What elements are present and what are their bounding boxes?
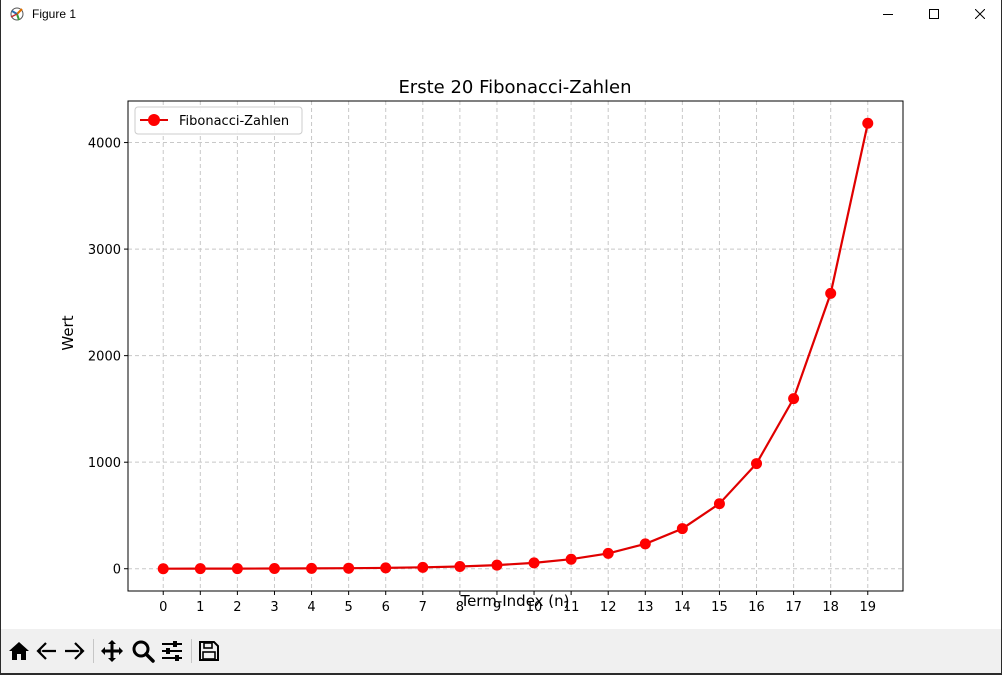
x-tick-label: 11	[563, 600, 580, 615]
x-tick-label: 1	[196, 600, 204, 615]
data-point	[491, 559, 503, 571]
close-button[interactable]	[957, 0, 1002, 28]
data-point	[157, 563, 169, 575]
configure-subplots-button[interactable]	[158, 637, 186, 665]
y-tick-label: 0	[113, 563, 121, 578]
maximize-button[interactable]	[911, 0, 957, 28]
maximize-icon	[929, 9, 939, 19]
home-icon	[9, 642, 29, 660]
x-tick-label: 13	[637, 600, 654, 615]
x-tick-label: 0	[159, 600, 167, 615]
x-tick-label: 17	[785, 600, 802, 615]
legend-marker-swatch	[148, 114, 160, 126]
x-tick-label: 4	[307, 600, 315, 615]
minimize-button[interactable]	[865, 0, 911, 28]
x-tick-label: 18	[822, 600, 839, 615]
zoom-button[interactable]	[129, 637, 157, 665]
back-button[interactable]	[33, 637, 61, 665]
x-tick-label: 15	[711, 600, 728, 615]
y-tick-label: 1000	[88, 456, 121, 471]
matplotlib-app-icon	[10, 7, 24, 21]
arrow-left-icon	[36, 642, 56, 660]
x-tick-label: 5	[344, 600, 352, 615]
data-point	[862, 117, 874, 129]
navigation-toolbar	[1, 629, 1001, 673]
data-point	[825, 287, 837, 299]
toolbar-separator	[93, 639, 94, 663]
window-title: Figure 1	[32, 7, 77, 21]
figure-canvas[interactable]: 0 1 2 3 4 5 6 7 8 9 10 11 12 13 14 15 16 17 18 19 0 1000 2000…	[1, 28, 1001, 629]
y-axis-label: Wert	[59, 315, 77, 350]
axes-frame	[127, 100, 904, 592]
floppy-disk-icon	[199, 641, 219, 661]
move-icon	[101, 640, 123, 662]
x-tick-label: 16	[748, 600, 765, 615]
sliders-icon	[162, 641, 182, 661]
series-layer	[157, 117, 874, 575]
pan-button[interactable]	[98, 637, 126, 665]
data-point	[751, 458, 763, 470]
legend-label: Fibonacci-Zahlen	[179, 114, 289, 129]
magnifier-icon	[132, 640, 155, 663]
arrow-right-icon	[65, 642, 85, 660]
x-tick-label: 19	[859, 600, 876, 615]
data-point	[194, 563, 206, 575]
data-point	[713, 498, 725, 510]
x-tick-label: 7	[419, 600, 427, 615]
data-point	[454, 560, 466, 572]
y-tick-label: 2000	[88, 350, 121, 365]
x-tick-label: 2	[233, 600, 241, 615]
data-point	[231, 563, 243, 575]
x-axis-ticks: 0 1 2 3 4 5 6 7 8 9 10 11 12 13 14 15 16 17 18 19	[159, 591, 876, 615]
x-tick-label: 12	[600, 600, 617, 615]
x-tick-label: 3	[270, 600, 278, 615]
forward-button[interactable]	[60, 637, 88, 665]
data-point	[343, 562, 355, 574]
data-point	[565, 553, 577, 565]
title-bar[interactable]: Figure 1	[1, 0, 1001, 28]
x-tick-label: 6	[382, 600, 390, 615]
grid-lines	[128, 101, 903, 591]
data-point	[417, 561, 429, 573]
x-tick-label: 9	[493, 600, 501, 615]
y-axis-ticks: 0 1000 2000 3000 4000	[88, 137, 128, 578]
home-button[interactable]	[5, 637, 33, 665]
data-point	[528, 557, 540, 569]
close-icon	[975, 9, 985, 19]
data-point	[306, 562, 318, 574]
x-tick-label: 14	[674, 600, 691, 615]
x-tick-label: 8	[456, 600, 464, 615]
x-tick-label: 10	[526, 600, 543, 615]
data-point	[602, 547, 614, 559]
data-point	[268, 563, 280, 575]
y-tick-label: 3000	[88, 243, 121, 258]
data-point	[380, 562, 392, 574]
data-point	[676, 523, 688, 535]
x-axis-label: Term-Index (n)	[459, 592, 569, 610]
chart-title: Erste 20 Fibonacci-Zahlen	[398, 77, 631, 98]
data-point	[639, 538, 651, 550]
y-tick-label: 4000	[88, 137, 121, 152]
data-point	[788, 393, 800, 405]
minimize-icon	[883, 14, 893, 15]
line-chart: 0 1 2 3 4 5 6 7 8 9 10 11 12 13 14 15 16 17 18 19 010002000…	[59, 77, 904, 615]
legend-box	[134, 106, 303, 135]
series-line	[163, 123, 869, 570]
toolbar-separator	[191, 639, 192, 663]
legend: Fibonacci-Zahlen	[134, 106, 303, 135]
save-button[interactable]	[195, 637, 223, 665]
